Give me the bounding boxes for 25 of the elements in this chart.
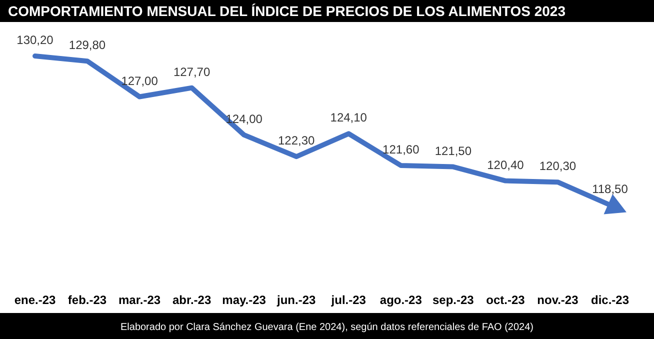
data-label: 129,80: [68, 38, 106, 52]
chart-title: COMPORTAMIENTO MENSUAL DEL ÍNDICE DE PRECIOS DE LOS ALIMENTOS 2023: [8, 3, 566, 19]
x-tick-label: oct.-23: [486, 293, 526, 307]
x-tick-label: abr.-23: [172, 293, 212, 307]
data-label: 118,50: [592, 182, 628, 196]
data-label: 124,10: [330, 110, 368, 125]
x-tick-label: nov.-23: [537, 293, 579, 307]
x-tick-label: sep.-23: [432, 293, 474, 307]
x-tick-label: may.-23: [222, 293, 266, 307]
x-tick-label: mar.-23: [118, 293, 161, 307]
data-label: 127,00: [121, 74, 158, 88]
data-label: 120,30: [539, 159, 576, 174]
x-tick-label: jul.-23: [330, 293, 366, 307]
x-tick-label: dic.-23: [590, 293, 630, 307]
x-tick-label: feb.-23: [68, 293, 107, 307]
data-label: 120,40: [487, 158, 524, 172]
x-tick-label: jun.-23: [276, 293, 316, 307]
data-label: 130,20: [16, 33, 54, 47]
x-tick-label: ene.-23: [14, 293, 56, 307]
x-tick-label: ago.-23: [380, 293, 422, 307]
text: Elaborado por Clara Sánchez Guevara (Ene 2024), según datos referenciales de FAO (2024): [120, 322, 534, 333]
data-label: 122,30: [278, 134, 316, 148]
data-label: 121,60: [382, 142, 420, 157]
data-label: 127,70: [173, 64, 210, 79]
data-label: 121,50: [434, 144, 472, 158]
